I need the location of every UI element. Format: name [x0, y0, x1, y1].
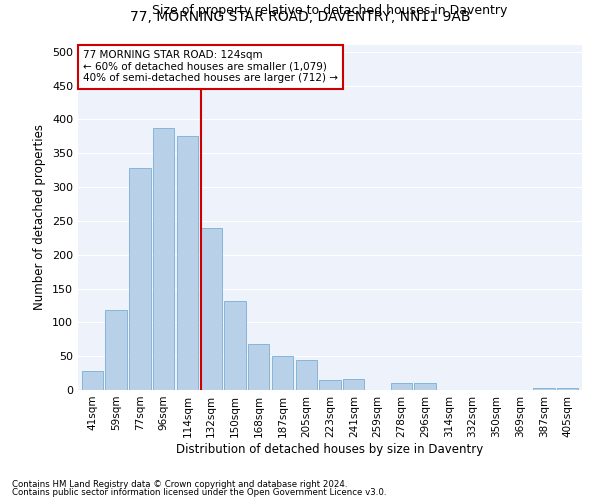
X-axis label: Distribution of detached houses by size in Daventry: Distribution of detached houses by size …	[176, 442, 484, 456]
Bar	[533, 388, 554, 390]
Bar	[296, 360, 317, 390]
Bar	[248, 344, 269, 390]
Bar	[176, 136, 198, 390]
Bar	[82, 371, 103, 390]
Bar	[557, 388, 578, 390]
Bar	[391, 383, 412, 390]
Text: 77 MORNING STAR ROAD: 124sqm
← 60% of detached houses are smaller (1,079)
40% of: 77 MORNING STAR ROAD: 124sqm ← 60% of de…	[83, 50, 338, 84]
Bar	[224, 300, 245, 390]
Bar	[272, 356, 293, 390]
Bar	[319, 380, 341, 390]
Title: Size of property relative to detached houses in Daventry: Size of property relative to detached ho…	[152, 4, 508, 18]
Bar	[200, 228, 222, 390]
Y-axis label: Number of detached properties: Number of detached properties	[34, 124, 46, 310]
Bar	[153, 128, 174, 390]
Bar	[129, 168, 151, 390]
Bar	[343, 378, 364, 390]
Bar	[106, 310, 127, 390]
Text: Contains HM Land Registry data © Crown copyright and database right 2024.: Contains HM Land Registry data © Crown c…	[12, 480, 347, 489]
Text: 77, MORNING STAR ROAD, DAVENTRY, NN11 9AB: 77, MORNING STAR ROAD, DAVENTRY, NN11 9A…	[130, 10, 470, 24]
Bar	[415, 382, 436, 390]
Text: Contains public sector information licensed under the Open Government Licence v3: Contains public sector information licen…	[12, 488, 386, 497]
